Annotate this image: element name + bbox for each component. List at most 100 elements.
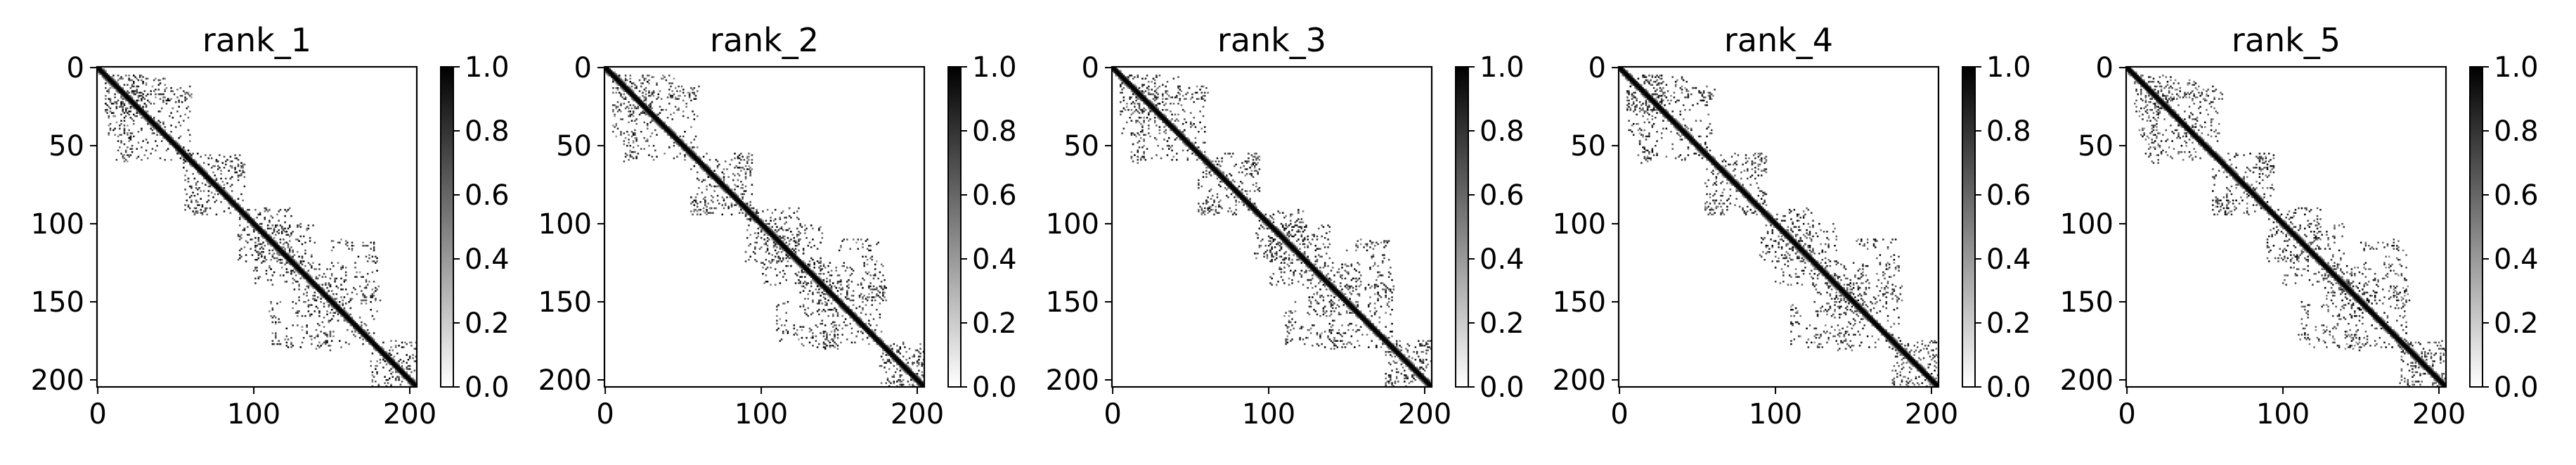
heatmap-cell [203,162,205,164]
heatmap-cell [782,236,784,238]
heatmap-cell [730,164,732,166]
heatmap-cell [782,246,784,248]
heatmap-cell [853,312,855,314]
heatmap-cell [785,265,787,267]
heatmap-cell [753,214,755,216]
heatmap-cell [633,112,635,114]
heatmap-cell [667,132,669,134]
heatmap-cell [110,100,112,102]
heatmap-cell [673,78,675,80]
heatmap-cell [717,179,719,181]
heatmap-cell [281,262,283,264]
heatmap-cell [808,293,810,295]
heatmap-cell [380,359,382,361]
heatmap-cell [810,224,813,227]
heatmap-cell [827,293,829,295]
heatmap-cell [863,324,865,326]
heatmap-cell [391,371,394,374]
heatmap-cell [727,187,730,189]
heatmap-cell [410,345,413,347]
heatmap-cell [829,295,831,297]
heatmap-cell [633,140,635,142]
heatmap-cell [678,86,680,88]
heatmap-cell [790,256,792,258]
heatmap-cell [633,95,635,97]
heatmap-cell [809,270,811,272]
heatmap-cell [292,270,294,272]
heatmap-cell [661,122,663,124]
heatmap-cell [810,272,813,274]
heatmap-cell [258,278,260,280]
heatmap-cell [690,142,692,144]
heatmap-cell [645,78,647,80]
heatmap-cell [859,296,861,298]
heatmap-cell [272,340,274,342]
heatmap-cell [835,295,837,297]
heatmap-cell [167,136,169,138]
heatmap-cell [805,268,808,270]
heatmap-cell [244,176,246,178]
heatmap-cell [336,309,338,311]
heatmap-cell [180,95,182,97]
heatmap-cell [325,295,327,297]
heatmap-cell [697,172,699,174]
heatmap-cell [859,306,861,308]
heatmap-cell [409,376,411,378]
heatmap-cell [905,359,907,361]
heatmap-cell [238,179,240,181]
heatmap-cell [211,167,213,169]
heatmap-cell [164,89,166,91]
heatmap-cell [854,314,856,316]
heatmap-cell [370,337,372,339]
heatmap-cell [801,276,803,278]
y-tick-label: 50 [48,130,84,163]
heatmap-cell [240,256,242,258]
heatmap-cell [645,108,647,110]
heatmap-cell [297,265,299,267]
heatmap-cell [832,340,834,342]
heatmap-cell [707,174,709,177]
heatmap-cell [820,257,822,260]
heatmap-cell [302,270,304,272]
heatmap-cell [280,246,282,248]
heatmap-cell [152,125,154,127]
heatmap-cell [289,260,291,262]
heatmap-cell [266,232,268,234]
heatmap-cell [252,220,254,222]
heatmap-cell [868,336,870,338]
heatmap-cell [259,229,261,231]
heatmap-cell [917,384,919,386]
heatmap-cell [798,259,800,261]
heatmap-cell [256,270,258,272]
heatmap-cell [845,306,847,308]
heatmap-cell [628,89,630,91]
heatmap-cell [302,329,304,331]
heatmap-cell [133,136,135,138]
heatmap-cell [242,210,244,212]
heatmap-cell [656,122,658,124]
heatmap-cell [912,356,914,358]
heatmap-cell [831,288,833,291]
heatmap-cell [208,195,210,197]
heatmap-cell [189,134,191,136]
heatmap-cell [356,276,358,278]
heatmap-cell [116,87,118,89]
heatmap-cell [918,370,920,372]
heatmap-cell [188,154,190,156]
heatmap-cell [309,237,311,239]
heatmap-cell [275,248,277,250]
heatmap-cell [795,253,797,255]
heatmap-cell [685,148,687,150]
heatmap-cell [701,160,704,163]
heatmap-cell [386,351,388,353]
heatmap-cell [312,298,314,300]
heatmap-cell [354,336,356,338]
heatmap-cell [888,368,891,370]
y-tick-label: 0 [67,52,84,84]
heatmap-cell [114,87,116,89]
heatmap-cell [326,292,328,294]
heatmap-cell [112,84,115,86]
heatmap-cell [652,115,654,117]
heatmap-cell [406,378,408,380]
heatmap-cell [827,265,829,267]
